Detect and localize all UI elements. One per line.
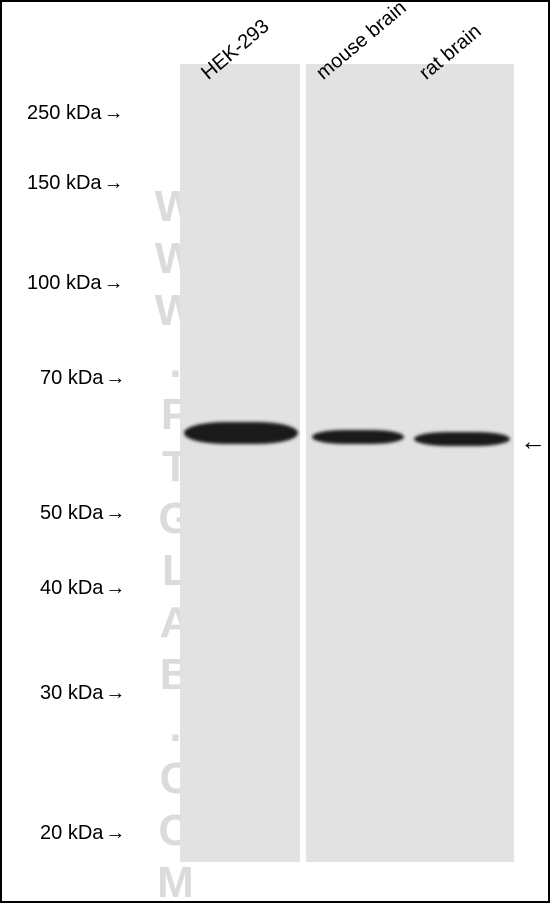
mw-value: 50 <box>40 502 62 524</box>
mw-value: 30 <box>40 682 62 704</box>
mw-marker: 150 kDa→ <box>27 172 124 195</box>
mw-marker: 70 kDa→ <box>40 367 125 390</box>
arrow-icon: → <box>104 172 124 194</box>
western-blot-figure: WWW.PTGLAB.COM HEK-293 mouse brain rat b… <box>0 0 550 903</box>
mw-value: 40 <box>40 577 62 599</box>
band-lane-1 <box>184 422 298 444</box>
lane-2 <box>306 64 410 862</box>
arrow-icon: → <box>105 502 125 524</box>
mw-marker: 250 kDa→ <box>27 102 124 125</box>
mw-marker: 100 kDa→ <box>27 272 124 295</box>
mw-marker: 20 kDa→ <box>40 822 125 845</box>
mw-marker: 50 kDa→ <box>40 502 125 525</box>
arrow-icon: → <box>104 102 124 124</box>
lane-gap <box>300 64 306 862</box>
arrow-icon: → <box>105 682 125 704</box>
band-pointer-icon: ← <box>520 426 546 457</box>
mw-value: 100 <box>27 272 60 294</box>
lane-3 <box>410 64 514 862</box>
mw-value: 150 <box>27 172 60 194</box>
mw-value: 70 <box>40 367 62 389</box>
band-lane-2 <box>312 430 404 444</box>
arrow-icon: → <box>104 272 124 294</box>
arrow-icon: → <box>105 822 125 844</box>
band-lane-3 <box>414 432 510 446</box>
arrow-icon: → <box>105 367 125 389</box>
lane-1 <box>180 64 300 862</box>
arrow-icon: → <box>105 577 125 599</box>
mw-value: 250 <box>27 102 60 124</box>
mw-value: 20 <box>40 822 62 844</box>
mw-marker: 40 kDa→ <box>40 577 125 600</box>
mw-marker: 30 kDa→ <box>40 682 125 705</box>
